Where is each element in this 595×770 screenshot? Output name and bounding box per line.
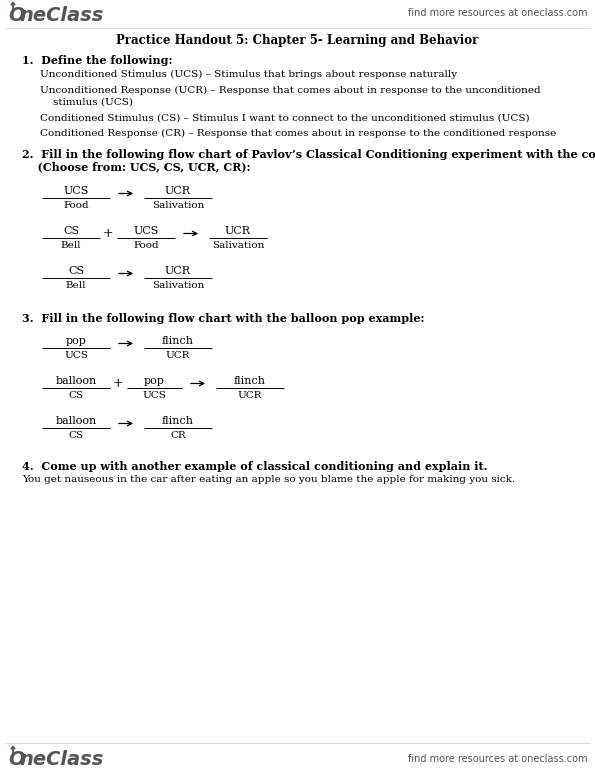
Text: stimulus (UCS): stimulus (UCS) — [40, 98, 133, 107]
Text: CS: CS — [68, 266, 84, 276]
Text: Practice Handout 5: Chapter 5- Learning and Behavior: Practice Handout 5: Chapter 5- Learning … — [116, 34, 478, 47]
Polygon shape — [11, 746, 15, 749]
Text: neClass: neClass — [19, 750, 104, 769]
Text: pop: pop — [144, 376, 165, 386]
Text: flinch: flinch — [162, 416, 194, 426]
Text: Salivation: Salivation — [152, 280, 204, 290]
Text: UCS: UCS — [63, 186, 89, 196]
Text: CS: CS — [68, 390, 83, 400]
Text: Bell: Bell — [61, 240, 82, 249]
Text: Salivation: Salivation — [152, 200, 204, 209]
Text: +: + — [112, 377, 123, 390]
Text: Unconditioned Response (UCR) – Response that comes about in response to the unco: Unconditioned Response (UCR) – Response … — [40, 85, 541, 95]
Text: flinch: flinch — [162, 336, 194, 346]
Text: (Choose from: UCS, CS, UCR, CR):: (Choose from: UCS, CS, UCR, CR): — [22, 162, 250, 172]
Text: UCR: UCR — [225, 226, 251, 236]
Text: balloon: balloon — [55, 416, 96, 426]
Text: Conditioned Response (CR) – Response that comes about in response to the conditi: Conditioned Response (CR) – Response tha… — [40, 129, 556, 138]
Text: pop: pop — [65, 336, 86, 346]
Text: neClass: neClass — [19, 6, 104, 25]
Text: UCR: UCR — [238, 390, 262, 400]
Text: Food: Food — [63, 200, 89, 209]
Text: Food: Food — [133, 240, 159, 249]
Text: You get nauseous in the car after eating an apple so you blame the apple for mak: You get nauseous in the car after eating… — [22, 474, 515, 484]
Polygon shape — [11, 2, 15, 5]
Text: Salivation: Salivation — [212, 240, 264, 249]
Text: O: O — [8, 6, 24, 25]
Text: UCR: UCR — [165, 186, 191, 196]
Text: UCR: UCR — [165, 266, 191, 276]
Text: 1.  Define the following:: 1. Define the following: — [22, 55, 173, 66]
Text: 3.  Fill in the following flow chart with the balloon pop example:: 3. Fill in the following flow chart with… — [22, 313, 424, 324]
Text: 2.  Fill in the following flow chart of Pavlov’s Classical Conditioning experime: 2. Fill in the following flow chart of P… — [22, 149, 595, 160]
Text: Unconditioned Stimulus (UCS) – Stimulus that brings about response naturally: Unconditioned Stimulus (UCS) – Stimulus … — [40, 70, 457, 79]
Text: Bell: Bell — [66, 280, 86, 290]
Text: flinch: flinch — [234, 376, 266, 386]
Text: UCS: UCS — [133, 226, 159, 236]
Text: balloon: balloon — [55, 376, 96, 386]
Text: CS: CS — [68, 430, 83, 440]
Text: UCS: UCS — [64, 350, 88, 360]
Text: UCS: UCS — [143, 390, 167, 400]
Text: Conditioned Stimulus (CS) – Stimulus I want to connect to the unconditioned stim: Conditioned Stimulus (CS) – Stimulus I w… — [40, 113, 530, 122]
Text: CR: CR — [170, 430, 186, 440]
Text: find more resources at oneclass.com: find more resources at oneclass.com — [408, 8, 587, 18]
Text: find more resources at oneclass.com: find more resources at oneclass.com — [408, 754, 587, 764]
Text: O: O — [8, 750, 24, 769]
Text: CS: CS — [63, 226, 79, 236]
Text: UCR: UCR — [166, 350, 190, 360]
Text: 4.  Come up with another example of classical conditioning and explain it.: 4. Come up with another example of class… — [22, 461, 487, 473]
Text: +: + — [103, 227, 113, 240]
